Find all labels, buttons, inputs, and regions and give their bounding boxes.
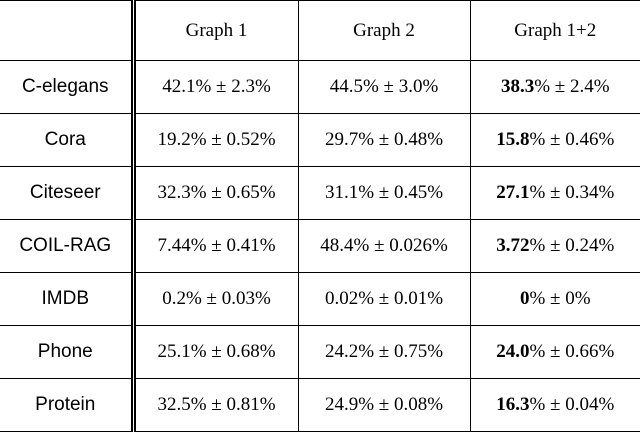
best-value: 24.0 bbox=[496, 341, 530, 362]
table-row: Citeseer 32.3% ± 0.65% 31.1% ± 0.45% 27.1% … bbox=[0, 166, 640, 220]
cell: 32.3% ± 0.65% bbox=[133, 166, 299, 220]
row-label: C-elegans bbox=[0, 60, 136, 114]
best-value: 0 bbox=[519, 288, 530, 309]
header-row: Graph 1 Graph 2 Graph 1+2 bbox=[0, 0, 640, 61]
best-value: 15.8 bbox=[496, 129, 530, 150]
cell: 7.44% ± 0.41% bbox=[133, 219, 299, 273]
cell-rest: % ± 0.66% bbox=[529, 341, 615, 362]
cell-rest: % ± 2.4% bbox=[534, 76, 610, 97]
cell: 31.1% ± 0.45% bbox=[298, 166, 471, 220]
cell: 0% ± 0% bbox=[470, 272, 640, 326]
best-value: 38.3 bbox=[500, 76, 535, 97]
cell: 24.9% ± 0.08% bbox=[298, 378, 471, 432]
table-row: Cora 19.2% ± 0.52% 29.7% ± 0.48% 15.8% ± 0.… bbox=[0, 113, 640, 167]
cell: 44.5% ± 3.0% bbox=[298, 60, 471, 114]
cell: 29.7% ± 0.48% bbox=[298, 113, 471, 167]
table-row: Phone 25.1% ± 0.68% 24.2% ± 0.75% 24.0% ± 0… bbox=[0, 325, 640, 379]
table-row: C-elegans 42.1% ± 2.3% 44.5% ± 3.0% 38.3% ±… bbox=[0, 60, 640, 114]
table-row: IMDB 0.2% ± 0.03% 0.02% ± 0.01% 0% ± 0% bbox=[0, 272, 640, 326]
table-row: COIL-RAG 7.44% ± 0.41% 48.4% ± 0.026% 3.72%… bbox=[0, 219, 640, 273]
cell-rest: % ± 0.24% bbox=[529, 235, 615, 256]
cell: 16.3% ± 0.04% bbox=[470, 378, 640, 432]
cell: 25.1% ± 0.68% bbox=[133, 325, 299, 379]
column-header: Graph 2 bbox=[298, 0, 471, 61]
column-header: Graph 1+2 bbox=[470, 0, 640, 61]
cell: 3.72% ± 0.24% bbox=[470, 219, 640, 273]
cell: 24.0% ± 0.66% bbox=[470, 325, 640, 379]
best-value: 27.1 bbox=[496, 182, 530, 203]
best-value: 3.72 bbox=[496, 235, 530, 256]
cell-rest: % ± 0.34% bbox=[529, 182, 615, 203]
cell: 0.2% ± 0.03% bbox=[133, 272, 299, 326]
row-label: Cora bbox=[0, 113, 136, 167]
corner-cell bbox=[0, 0, 136, 61]
row-label: IMDB bbox=[0, 272, 136, 326]
column-header: Graph 1 bbox=[133, 0, 299, 61]
cell-rest: % ± 0% bbox=[529, 288, 591, 309]
cell: 19.2% ± 0.52% bbox=[133, 113, 299, 167]
cell: 48.4% ± 0.026% bbox=[298, 219, 471, 273]
cell-rest: % ± 0.46% bbox=[529, 129, 615, 150]
cell: 24.2% ± 0.75% bbox=[298, 325, 471, 379]
row-label: COIL-RAG bbox=[0, 219, 136, 273]
row-label: Citeseer bbox=[0, 166, 136, 220]
cell: 38.3% ± 2.4% bbox=[470, 60, 640, 114]
table-row: Protein 32.5% ± 0.81% 24.9% ± 0.08% 16.3% ±… bbox=[0, 378, 640, 432]
table-body: C-elegans 42.1% ± 2.3% 44.5% ± 3.0% 38.3% ±… bbox=[0, 60, 640, 432]
cell: 0.02% ± 0.01% bbox=[298, 272, 471, 326]
cell: 32.5% ± 0.81% bbox=[133, 378, 299, 432]
cell: 42.1% ± 2.3% bbox=[133, 60, 299, 114]
cell: 15.8% ± 0.46% bbox=[470, 113, 640, 167]
row-label: Phone bbox=[0, 325, 136, 379]
best-value: 16.3 bbox=[496, 394, 530, 415]
table-header: Graph 1 Graph 2 Graph 1+2 bbox=[0, 0, 640, 61]
row-label: Protein bbox=[0, 378, 136, 432]
cell: 27.1% ± 0.34% bbox=[470, 166, 640, 220]
cell-rest: % ± 0.04% bbox=[529, 394, 615, 415]
